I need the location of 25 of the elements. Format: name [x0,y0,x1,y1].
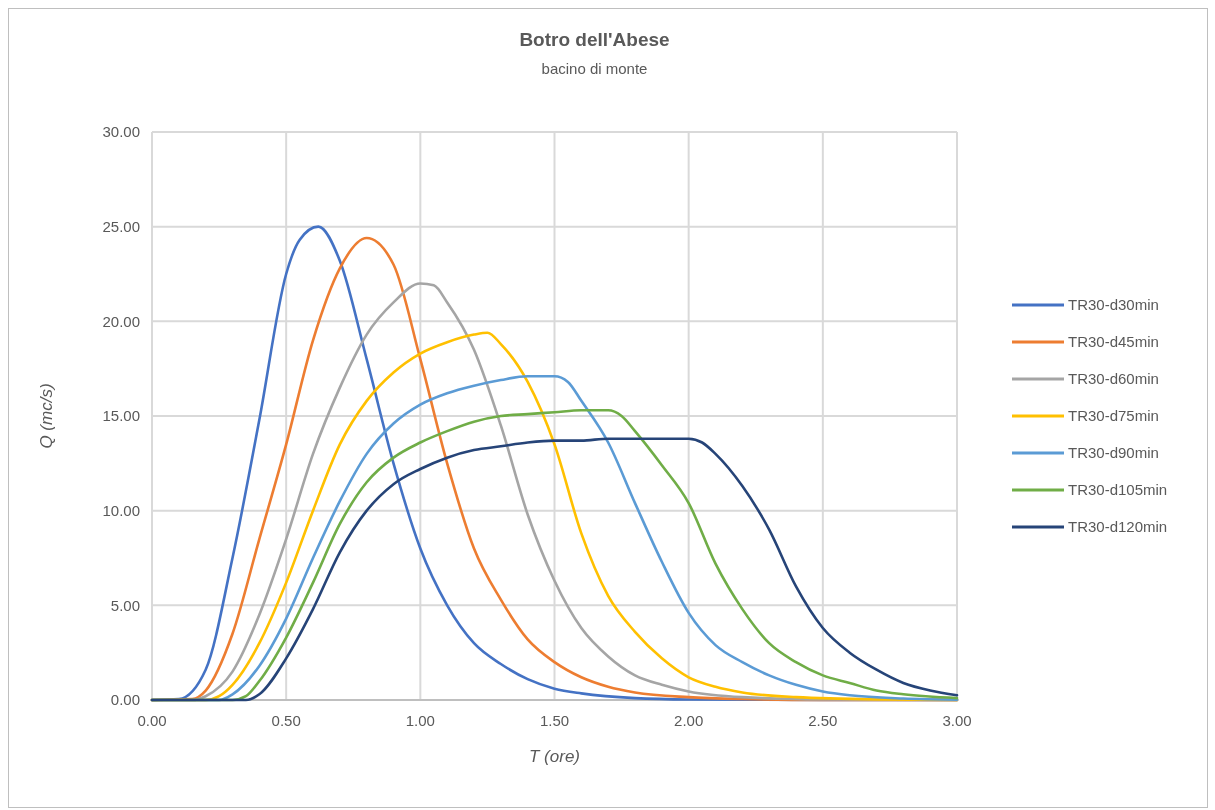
chart-subtitle: bacino di monte [541,60,648,77]
y-tick-label: 25.00 [102,217,140,235]
legend-label: TR30-d60min [1068,370,1159,388]
legend-label: TR30-d105min [1068,481,1168,499]
legend-label: TR30-d30min [1068,296,1159,314]
x-axis-title: T (ore) [529,747,580,766]
x-tick-label: 0.50 [271,712,301,729]
legend-label: TR30-d45min [1068,333,1159,351]
y-tick-label: 0.00 [110,691,140,709]
y-tick-label: 30.00 [102,123,140,141]
y-axis-title: Q (mc/s) [37,383,56,449]
legend-label: TR30-d120min [1068,518,1168,536]
x-tick-label: 2.50 [808,712,838,729]
x-tick-label: 1.00 [405,712,435,729]
x-tick-label: 1.50 [539,712,570,729]
x-tick-label: 3.00 [942,712,972,729]
x-tick-label: 2.00 [674,712,704,729]
legend-label: TR30-d75min [1068,407,1159,425]
y-tick-label: 10.00 [102,501,140,519]
x-tick-label: 0.00 [137,712,167,729]
legend-label: TR30-d90min [1068,444,1159,462]
y-tick-label: 5.00 [110,596,140,614]
y-tick-label: 15.00 [102,407,140,425]
chart-title: Botro dell'Abese [519,29,670,50]
y-tick-label: 20.00 [102,312,140,330]
